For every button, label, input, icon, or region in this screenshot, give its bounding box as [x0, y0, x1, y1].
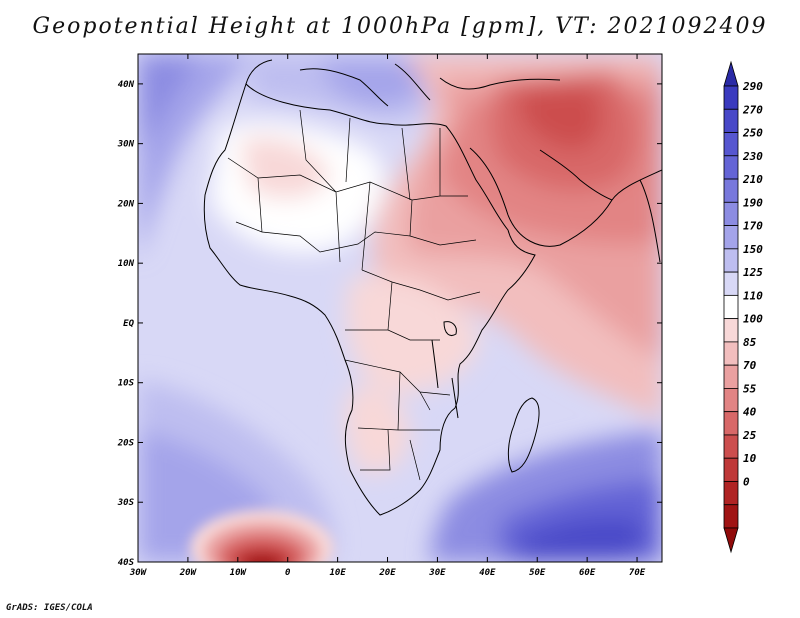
- colorbar-label: 290: [742, 80, 763, 93]
- lake-victoria: [443, 321, 457, 336]
- lat-label: 10S: [118, 379, 135, 389]
- latitude-axis: 40N 30N 20N 10N EQ 10S 20S 30S 40S: [117, 80, 662, 568]
- colorbar-label: 70: [743, 359, 757, 372]
- colorbar-band: [723, 341, 739, 366]
- field-low-10: [232, 546, 292, 562]
- colorbar-label: 0: [743, 475, 750, 488]
- lake-tanganyika: [431, 339, 439, 389]
- europe-coast: [245, 59, 561, 107]
- lon-label: 20W: [179, 568, 198, 578]
- colorbar-label: 150: [743, 243, 763, 256]
- map-frame: [137, 53, 663, 563]
- lat-label: 20N: [117, 199, 135, 209]
- lon-label: 20E: [378, 568, 396, 578]
- colorbar-band: [723, 155, 739, 180]
- colorbar-bottom-arrow: [723, 527, 739, 554]
- lon-label: 50E: [529, 568, 546, 578]
- colorbar-label: 190: [743, 196, 763, 209]
- field-east-africa: [346, 274, 480, 393]
- colorbar-label: 25: [742, 429, 757, 442]
- field-south-low: [190, 510, 334, 562]
- colorbar-band: [723, 132, 739, 157]
- colorbar-top-arrow: [723, 60, 739, 87]
- colorbar-band: [723, 294, 739, 320]
- lon-label: 0: [285, 568, 291, 578]
- colorbar-label: 10: [743, 452, 757, 465]
- colorbar-band: [723, 411, 739, 436]
- field-atlantic-high-core: [138, 54, 200, 150]
- colorbar-label: 230: [742, 150, 763, 163]
- field-me-25: [520, 85, 603, 150]
- colorbar-band: [723, 178, 739, 203]
- lon-label: 10E: [329, 568, 346, 578]
- colorbar-label: 250: [742, 127, 763, 140]
- grads-credit: GrADS: IGES/COLA: [6, 603, 93, 613]
- africa-coast: [203, 83, 536, 516]
- colorbar-band: [723, 388, 739, 413]
- colorbar-label: 55: [743, 382, 757, 395]
- colorbar-band: [723, 318, 739, 343]
- arabia-coast: [469, 147, 662, 247]
- lat-label: 40S: [118, 558, 135, 568]
- colorbar-band: [723, 225, 739, 250]
- lat-label: 10N: [118, 259, 135, 269]
- colorbar-band: [723, 271, 739, 296]
- colorbar-label: 85: [743, 336, 757, 349]
- field-contours: [138, 54, 662, 562]
- lon-label: 40E: [479, 568, 496, 578]
- border-lines: [227, 109, 481, 481]
- lat-label: 20S: [117, 438, 135, 448]
- colorbar-band: [723, 248, 739, 273]
- country-borders: [227, 109, 481, 481]
- gulf-coast: [539, 149, 613, 201]
- colorbar: 2902702502302101901701501251101008570554…: [723, 60, 763, 554]
- longitude-axis: 30W 20W 10W 0 10E 20E 30E 40E 50E 60E 70E: [129, 54, 646, 578]
- lon-label: 10W: [230, 568, 248, 578]
- lat-label: 30S: [117, 498, 135, 508]
- colorbar-band: [723, 85, 739, 110]
- lon-label: 60E: [579, 568, 596, 578]
- colorbar-band: [723, 201, 739, 226]
- lon-label: 70E: [629, 568, 646, 578]
- colorbar-label: 40: [743, 406, 757, 419]
- lon-label: 30E: [428, 568, 446, 578]
- lon-label: 30W: [129, 568, 148, 578]
- colorbar-band: [723, 457, 739, 482]
- colorbar-label: 100: [743, 313, 763, 326]
- madagascar-coast: [507, 397, 540, 473]
- field-med-core: [320, 60, 440, 106]
- chart-title: Geopotential Height at 1000hPa [gpm], VT…: [32, 14, 768, 39]
- lat-label: 30N: [117, 140, 135, 150]
- colorbar-band: [723, 364, 739, 389]
- colorbar-band: [723, 481, 739, 506]
- coastlines: [203, 59, 662, 516]
- field-sahara-pink: [240, 137, 330, 199]
- colorbar-band: [723, 434, 739, 459]
- colorbar-band: [723, 504, 739, 529]
- map-field: [138, 54, 662, 562]
- colorbar-label: 125: [743, 266, 763, 279]
- lake-malawi: [451, 377, 459, 419]
- lat-label: EQ: [123, 319, 134, 329]
- india-coast: [639, 179, 661, 263]
- colorbar-label: 210: [742, 173, 763, 186]
- colorbar-label: 270: [742, 103, 763, 116]
- colorbar-label: 170: [743, 220, 763, 233]
- field-io-core: [520, 518, 644, 562]
- colorbar-label: 110: [743, 289, 763, 302]
- field-low-core: [244, 556, 280, 562]
- lat-label: 40N: [118, 80, 135, 90]
- field-south-africa: [344, 387, 410, 474]
- colorbar-band: [723, 108, 739, 133]
